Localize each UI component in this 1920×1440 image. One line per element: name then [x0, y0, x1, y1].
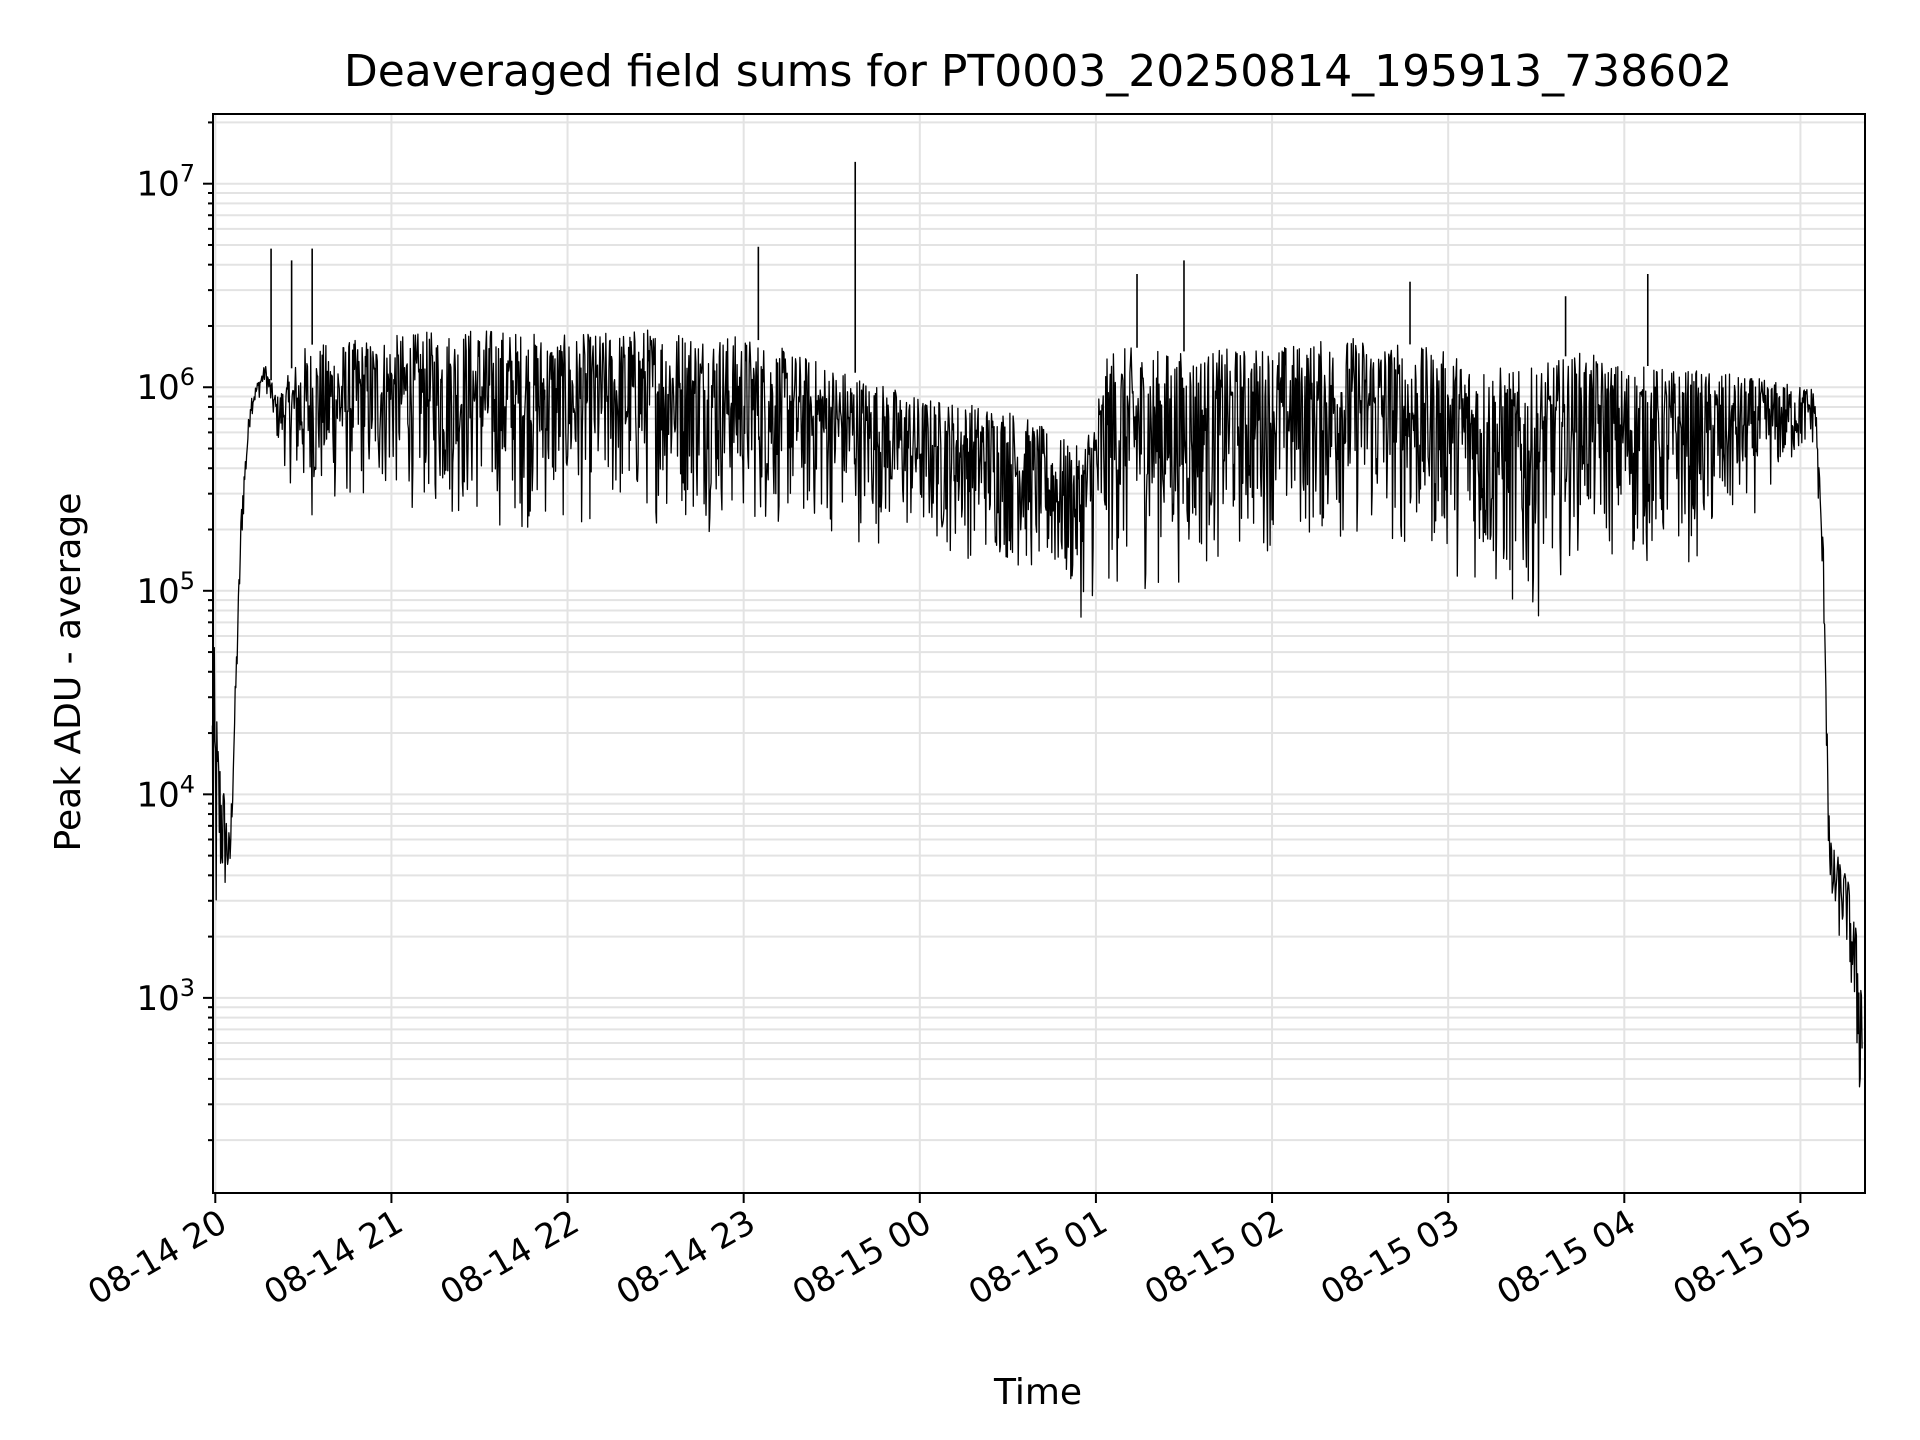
plot-frame: [212, 113, 1866, 1194]
y-tick-label: 107: [136, 160, 195, 205]
y-axis-title: Peak ADU - average: [48, 493, 89, 852]
chart-title: Deaveraged field sums for PT0003_2025081…: [344, 46, 1732, 97]
series-line: [211, 329, 1863, 1088]
y-tick-label: 103: [136, 974, 195, 1019]
y-tick-label: 105: [136, 567, 195, 612]
y-tick-label: 104: [136, 770, 195, 815]
data-series: [211, 161, 1863, 1088]
y-tick-label: 106: [136, 363, 195, 408]
x-axis-title: Time: [993, 1372, 1082, 1413]
